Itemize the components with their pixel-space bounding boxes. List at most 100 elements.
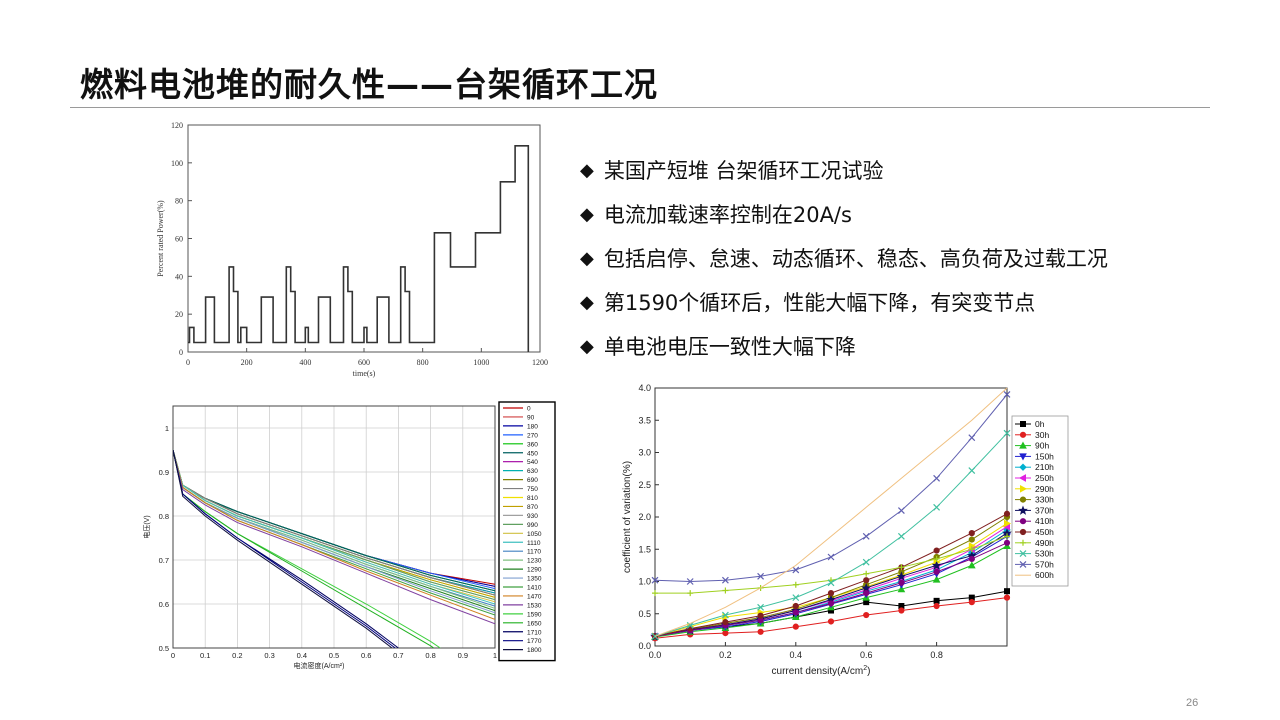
legend-label: 370h bbox=[1035, 505, 1054, 515]
legend-label: 690 bbox=[527, 477, 538, 484]
data-point bbox=[933, 568, 940, 575]
legend-label: 1470 bbox=[527, 593, 542, 600]
polarization-curve-chart: 0 0.1 0.2 0.3 0.4 0.5 0.6 0.7 0.8 0.9 1 0.5 0.6 0.7 0.… bbox=[142, 401, 556, 670]
data-point bbox=[722, 619, 729, 626]
y-tick-label: 2.5 bbox=[638, 480, 651, 490]
legend-label: 490h bbox=[1035, 538, 1054, 548]
data-point bbox=[827, 618, 835, 625]
series-line-1800 bbox=[173, 449, 393, 648]
data-point bbox=[1019, 560, 1027, 568]
data-point bbox=[933, 602, 940, 610]
y-tick-label: 80 bbox=[175, 197, 183, 206]
x-tick-label: 0.7 bbox=[393, 651, 403, 660]
data-point bbox=[968, 467, 976, 474]
data-point bbox=[757, 603, 765, 611]
legend-label: 410h bbox=[1035, 516, 1054, 526]
series-line-490h bbox=[655, 535, 1008, 594]
data-point bbox=[968, 434, 976, 442]
data-point bbox=[651, 632, 659, 640]
diamond-bullet-icon: ◆ bbox=[580, 335, 594, 357]
legend-label: 540 bbox=[527, 459, 538, 466]
data-point bbox=[792, 623, 799, 630]
data-point bbox=[862, 532, 870, 540]
data-point bbox=[1003, 429, 1011, 437]
bullet-item: ◆ 包括启停、怠速、动态循环、稳态、高负荷及过载工况 bbox=[580, 236, 1108, 280]
y-tick-label: 0.5 bbox=[638, 609, 651, 619]
x-tick-label: 0 bbox=[186, 358, 190, 367]
legend-label: 1530 bbox=[527, 602, 542, 609]
legend-box bbox=[498, 401, 556, 662]
data-point bbox=[897, 585, 906, 593]
y-axis-label: Percent rated Power(%) bbox=[156, 200, 165, 277]
x-axis-label: 电流密度(A/cm²) bbox=[294, 661, 345, 670]
data-point bbox=[968, 599, 975, 606]
y-axis-label: coefficient of variation(%) bbox=[622, 461, 633, 573]
legend-label: 1770 bbox=[527, 638, 542, 645]
x-axis-label-sup: 2 bbox=[863, 665, 867, 672]
x-tick-label: 0.4 bbox=[297, 651, 307, 660]
legend-label: 530h bbox=[1035, 549, 1054, 559]
y-tick-label: 40 bbox=[175, 272, 183, 281]
data-point bbox=[1019, 518, 1027, 525]
diamond-bullet-icon: ◆ bbox=[580, 291, 594, 313]
x-tick-label: 0.8 bbox=[425, 651, 435, 660]
x-tick-label: 0.5 bbox=[329, 651, 339, 660]
legend-label: 870 bbox=[527, 504, 538, 511]
variation-coefficient-chart: 0.0 0.2 0.4 0.6 0.8 0.0 0.5 1.0 1.5 2.0 2.5 3.0 3.5 4… bbox=[622, 383, 1069, 677]
legend-label: 90 bbox=[527, 414, 535, 421]
legend-label: 210h bbox=[1035, 462, 1054, 472]
legend-label: 30h bbox=[1035, 430, 1049, 440]
legend-label: 1350 bbox=[527, 576, 542, 583]
bullet-text: 某国产短堆 台架循环工况试验 bbox=[603, 159, 884, 183]
y-axis-label: 电压(V) bbox=[142, 515, 151, 538]
data-point bbox=[896, 571, 907, 581]
x-tick-label: 200 bbox=[241, 358, 253, 367]
data-point bbox=[968, 555, 975, 563]
data-point bbox=[1020, 539, 1026, 546]
y-tick-label: 1.5 bbox=[638, 544, 651, 554]
data-point bbox=[1018, 474, 1026, 482]
bullet-item: ◆ 某国产短堆 台架循环工况试验 bbox=[580, 148, 1108, 192]
page-number: 26 bbox=[1186, 697, 1199, 709]
data-point bbox=[827, 600, 835, 607]
x-tick-label: 600 bbox=[358, 358, 370, 367]
x-axis-label-end: ) bbox=[867, 666, 870, 677]
legend-label: 450 bbox=[527, 450, 538, 457]
bullet-text: 电流加载速率控制在20A/s bbox=[603, 203, 852, 227]
legend-label: 360 bbox=[527, 441, 538, 448]
legend-label: 180 bbox=[527, 423, 538, 430]
diamond-bullet-icon: ◆ bbox=[580, 247, 594, 269]
legend-label: 90h bbox=[1035, 441, 1049, 451]
data-point bbox=[721, 576, 729, 584]
series-line-1470 bbox=[173, 449, 495, 620]
data-point bbox=[933, 597, 940, 604]
data-point bbox=[933, 474, 941, 482]
legend-label: 1590 bbox=[527, 611, 542, 618]
data-point bbox=[686, 621, 694, 629]
data-point bbox=[827, 590, 835, 597]
bullet-text: 包括启停、怠速、动态循环、稳态、高负荷及过载工况 bbox=[603, 247, 1108, 271]
data-point bbox=[861, 583, 872, 593]
series-line-570h bbox=[654, 394, 1008, 583]
power-cycle-chart: 0 200 400 600 800 1000 1200 0 20 40 60 80 100 120 time… bbox=[156, 121, 548, 378]
diamond-bullet-icon: ◆ bbox=[580, 203, 594, 225]
data-point bbox=[1003, 391, 1011, 398]
data-point bbox=[1018, 505, 1028, 515]
data-point bbox=[933, 503, 941, 511]
x-tick-label: 0.1 bbox=[200, 651, 210, 660]
series-group bbox=[173, 449, 495, 648]
data-point bbox=[862, 558, 870, 566]
data-point bbox=[863, 611, 870, 619]
y-tick-label: 120 bbox=[171, 121, 183, 130]
y-tick-label: 0.5 bbox=[159, 644, 169, 653]
data-point bbox=[863, 570, 870, 577]
x-tick-label: 0.9 bbox=[458, 651, 468, 660]
diamond-bullet-icon: ◆ bbox=[580, 159, 594, 181]
data-point bbox=[721, 611, 729, 619]
bullet-item: ◆ 第1590个循环后，性能大幅下降，有突变节点 bbox=[580, 280, 1108, 324]
legend-label: 1170 bbox=[527, 549, 541, 556]
bullet-text: 单电池电压一致性大幅下降 bbox=[603, 335, 856, 359]
data-point bbox=[863, 577, 870, 584]
legend-label: 450h bbox=[1035, 527, 1054, 537]
x-tick-label: 800 bbox=[417, 358, 429, 367]
